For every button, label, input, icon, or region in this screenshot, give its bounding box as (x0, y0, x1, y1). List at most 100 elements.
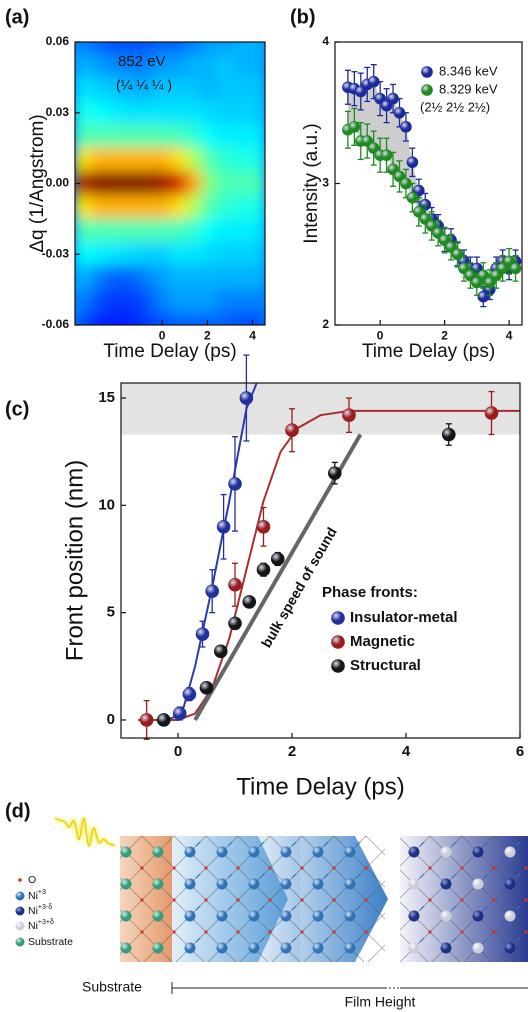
lattice-line (161, 836, 423, 962)
data-point (441, 427, 456, 442)
atom (216, 846, 228, 858)
y-axis-label: Intensity (a.u.) (301, 123, 322, 243)
heatmap-cell (106, 171, 123, 196)
distortion-arrow (419, 841, 425, 847)
legend-marker (331, 611, 345, 625)
oxygen-atom (364, 930, 368, 934)
oxygen-atom (204, 930, 208, 934)
heatmap-cell (201, 289, 218, 314)
lattice-line (393, 836, 528, 962)
oxygen-atom (140, 866, 144, 870)
distortion-arrow (419, 905, 425, 911)
legend-label: Substrate (28, 936, 73, 948)
data-point (156, 713, 171, 727)
heatmap-cell (185, 124, 203, 149)
panel-label: (a) (5, 6, 29, 28)
heatmap-cell (185, 241, 203, 267)
plot-area (75, 42, 265, 325)
heatmap-cell (217, 289, 234, 314)
atom (472, 910, 484, 922)
heatmap-cell (122, 241, 139, 267)
heatmap-cell (75, 194, 92, 220)
oxygen-atom (460, 930, 464, 934)
distortion-arrow (451, 905, 457, 911)
heatmap-cell (217, 42, 234, 55)
diagram-legend: O Ni+3 Ni+3-δ Ni+3+δ Substrate (15, 874, 73, 948)
heatmap-cell (153, 218, 171, 243)
heatmap-cell (106, 42, 123, 55)
lattice-line (120, 836, 359, 962)
atom (344, 910, 356, 922)
y-tick-label: 0.06 (46, 34, 70, 48)
distortion-arrow (483, 841, 489, 847)
legend-marker (421, 66, 433, 78)
heatmap-cell (201, 218, 218, 243)
heatmap-cell (232, 147, 250, 173)
data-point (270, 552, 285, 566)
data-point (256, 562, 271, 577)
legend-label-main: Ni (28, 905, 38, 917)
heatmap-cell (137, 147, 155, 173)
heatmap-cell (232, 194, 250, 220)
heatmap-cell (122, 289, 139, 314)
heatmap-cell (122, 42, 139, 55)
atom (120, 942, 132, 954)
heatmap-cell (75, 171, 92, 196)
atom (312, 910, 324, 922)
atom (344, 942, 356, 954)
heatmap-cell (90, 53, 108, 78)
atom (504, 846, 516, 858)
heatmap-cell (232, 241, 250, 267)
heatmap-cell (248, 42, 265, 55)
diagram: (d) O Ni+3 Ni+3-δ Ni+3+δ Substrate Subst… (5, 800, 528, 1010)
heatmap-cell (201, 312, 218, 325)
heatmap-cell (217, 53, 234, 78)
oxygen-atom (492, 930, 496, 934)
heatmap-cell (153, 42, 171, 55)
heatmap-cell (217, 265, 234, 291)
heatmap-cell (232, 76, 250, 102)
lattice-line (193, 836, 455, 962)
lattice-line (120, 836, 295, 962)
atom (184, 942, 196, 954)
y-tick-label: 0 (107, 711, 115, 728)
heatmap-cell (106, 53, 123, 78)
heatmap-cell (201, 76, 218, 102)
legend-marker (18, 878, 22, 882)
heatmap-cell (169, 100, 187, 126)
legend-label-sup: +3 (38, 889, 46, 896)
legend-label-main: Ni (28, 920, 38, 932)
heatmap-cell (232, 100, 250, 126)
heatmap-cell (153, 124, 171, 149)
pulse-wave (54, 817, 116, 847)
lattice-line (321, 836, 528, 962)
heatmap-cell (137, 312, 155, 325)
distortion-arrow (323, 937, 329, 943)
heatmap-cell (137, 265, 155, 291)
atom (248, 942, 260, 954)
axis-label: Film Height (345, 994, 416, 1010)
oxygen-atom (428, 930, 432, 934)
heatmap-cell (106, 194, 123, 220)
heatmap-cell (201, 53, 218, 78)
heatmap-cell (75, 241, 92, 267)
distortion-arrow (515, 841, 521, 847)
distortion-arrow (195, 905, 201, 911)
data-point (509, 262, 522, 275)
distortion-arrow (195, 873, 201, 879)
heatmap-cell (169, 289, 187, 314)
heatmap-cell (75, 312, 92, 325)
lattice-line (169, 836, 391, 962)
distortion-arrow (515, 905, 521, 911)
atom (504, 878, 516, 890)
distortion-arrow (291, 841, 297, 847)
heatmap-cell (75, 53, 92, 78)
legend-label: 8.329 keV (439, 81, 498, 96)
heatmap-cell (232, 124, 250, 149)
x-tick-label: 0 (159, 329, 166, 343)
heatmap (75, 42, 265, 325)
heatmap-cell (122, 218, 139, 243)
plot-area (121, 383, 520, 721)
heatmap-cell (90, 265, 108, 291)
